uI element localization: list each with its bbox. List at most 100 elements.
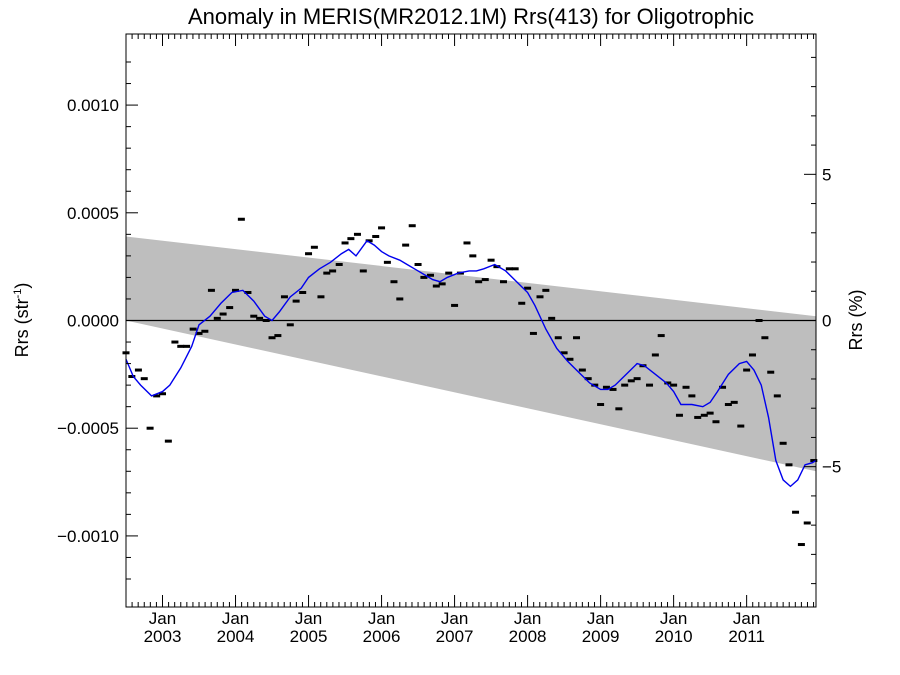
anomaly-marker xyxy=(493,265,501,269)
anomaly-marker xyxy=(487,258,495,262)
anomaly-marker xyxy=(171,340,179,344)
anomaly-marker xyxy=(408,224,416,228)
anomaly-marker xyxy=(219,312,227,316)
x-tick-year-label: 2008 xyxy=(509,627,547,646)
anomaly-marker xyxy=(402,243,410,247)
anomaly-marker xyxy=(396,297,404,301)
anomaly-marker xyxy=(694,415,702,419)
anomaly-marker xyxy=(183,344,191,348)
x-tick-year-label: 2011 xyxy=(728,627,765,646)
chart-title: Anomaly in MERIS(MR2012.1M) Rrs(413) for… xyxy=(188,4,754,29)
x-tick-year-label: 2010 xyxy=(655,627,693,646)
x-tick-month-label: Jan xyxy=(368,609,395,628)
left-y-axis-label: Rrs (str-1) xyxy=(12,283,32,358)
anomaly-marker xyxy=(426,273,434,277)
y-right-tick-label: −5 xyxy=(822,458,841,477)
anomaly-marker xyxy=(317,295,325,299)
anomaly-marker xyxy=(153,394,161,398)
y-left-tick-label: 0.0010 xyxy=(67,96,119,115)
anomaly-marker xyxy=(646,383,654,387)
anomaly-marker xyxy=(743,368,751,372)
anomaly-marker xyxy=(767,370,775,374)
anomaly-marker xyxy=(803,521,811,525)
anomaly-marker xyxy=(573,336,581,340)
x-tick-month-label: Jan xyxy=(733,609,760,628)
anomaly-marker xyxy=(548,316,556,320)
anomaly-marker xyxy=(438,282,446,286)
anomaly-marker xyxy=(633,377,641,381)
anomaly-marker xyxy=(134,368,142,372)
anomaly-marker xyxy=(797,543,805,547)
anomaly-marker xyxy=(748,353,756,357)
anomaly-marker xyxy=(280,295,288,299)
anomaly-marker xyxy=(688,394,696,398)
anomaly-marker xyxy=(226,306,234,310)
anomaly-marker xyxy=(499,280,507,284)
x-tick-month-label: Jan xyxy=(587,609,614,628)
anomaly-marker xyxy=(451,303,459,307)
anomaly-marker xyxy=(383,260,391,264)
x-tick-month-label: Jan xyxy=(222,609,249,628)
x-tick-year-label: 2005 xyxy=(290,627,328,646)
anomaly-marker xyxy=(810,459,818,463)
anomaly-marker xyxy=(566,357,574,361)
anomaly-marker xyxy=(664,381,672,385)
y-left-tick-label: −0.0005 xyxy=(57,419,119,438)
anomaly-marker xyxy=(505,267,513,271)
anomaly-marker xyxy=(621,383,629,387)
anomaly-marker xyxy=(779,441,787,445)
anomaly-marker xyxy=(584,377,592,381)
anomaly-marker xyxy=(323,271,331,275)
anomaly-marker xyxy=(609,387,617,391)
anomaly-marker xyxy=(256,316,264,320)
anomaly-marker xyxy=(463,241,471,245)
anomaly-marker xyxy=(469,254,477,258)
y-left-tick-label: 0.0000 xyxy=(67,312,119,331)
anomaly-marker xyxy=(627,379,635,383)
anomaly-marker xyxy=(146,426,154,430)
anomaly-marker xyxy=(310,245,318,249)
anomaly-marker xyxy=(420,275,428,279)
anomaly-marker xyxy=(719,385,727,389)
anomaly-marker xyxy=(292,299,300,303)
anomaly-marker xyxy=(390,280,398,284)
x-tick-year-label: 2009 xyxy=(582,627,620,646)
anomaly-marker xyxy=(159,392,167,396)
anomaly-marker xyxy=(511,267,519,271)
anomaly-marker xyxy=(250,314,258,318)
anomaly-marker xyxy=(335,262,343,266)
x-axis-ticks: Jan2003Jan2004Jan2005Jan2006Jan2007Jan20… xyxy=(125,34,815,646)
x-tick-month-label: Jan xyxy=(149,609,176,628)
anomaly-marker xyxy=(615,407,623,411)
anomaly-marker xyxy=(682,385,690,389)
x-tick-month-label: Jan xyxy=(295,609,322,628)
x-tick-year-label: 2007 xyxy=(436,627,474,646)
anomaly-marker xyxy=(177,344,185,348)
right-y-axis-ticks: 5 0 −5 xyxy=(804,56,841,585)
anomaly-marker xyxy=(560,351,568,355)
anomaly-marker xyxy=(299,290,307,294)
anomaly-marker xyxy=(432,284,440,288)
anomaly-marker xyxy=(761,336,769,340)
anomaly-marker xyxy=(542,288,550,292)
anomaly-marker xyxy=(329,269,337,273)
trend-confidence-band xyxy=(126,236,816,472)
monthly-anomaly-markers xyxy=(122,217,818,547)
y-right-tick-label: 0 xyxy=(822,312,831,331)
y-left-tick-label: 0.0005 xyxy=(67,204,119,223)
anomaly-marker xyxy=(554,336,562,340)
anomaly-marker xyxy=(591,383,599,387)
anomaly-marker xyxy=(189,327,197,331)
smoothed-series-line xyxy=(125,239,817,488)
anomaly-marker xyxy=(262,319,270,322)
anomaly-marker xyxy=(524,286,532,290)
anomaly-marker xyxy=(755,319,763,322)
anomaly-marker xyxy=(475,280,483,284)
anomaly-marker xyxy=(341,241,349,245)
anomaly-marker xyxy=(274,334,282,338)
anomaly-marker xyxy=(164,439,172,443)
anomaly-marker xyxy=(445,271,453,275)
anomaly-marker xyxy=(365,239,373,243)
anomaly-marker xyxy=(536,295,544,299)
anomaly-marker xyxy=(378,226,386,230)
